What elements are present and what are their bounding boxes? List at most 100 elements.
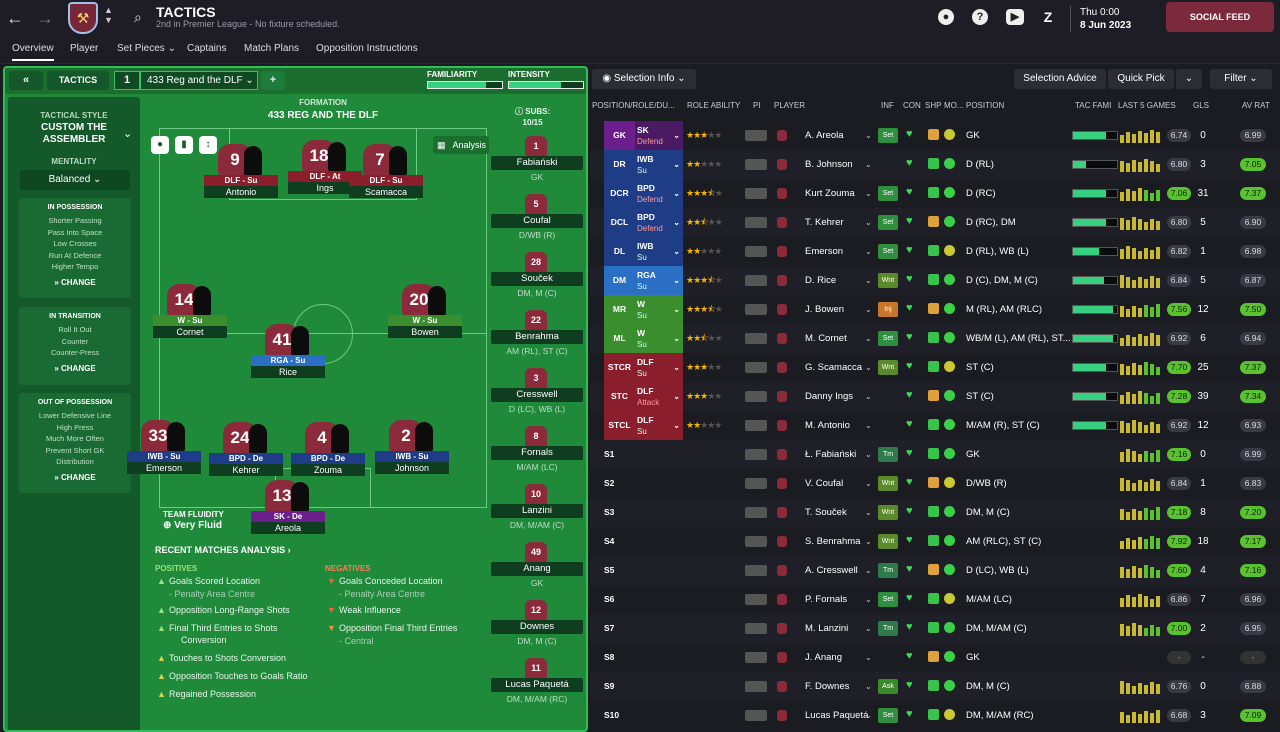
chevron-down-icon[interactable]: ⌄ <box>865 450 872 459</box>
game-date[interactable]: Thu 0:00 8 Jun 2023 <box>1070 6 1131 32</box>
player-role[interactable]: BPD - De <box>209 453 283 464</box>
player-name[interactable]: Bowen <box>388 326 462 338</box>
table-row[interactable]: STCR DLF Su ⌄ ★★★★★ G. Scamacca ⌄ Wnt ♥ ST (C) 7.7… <box>590 353 1280 382</box>
chevron-down-icon[interactable]: ⌄ <box>865 653 872 662</box>
football-icon[interactable]: ● <box>938 9 954 25</box>
chevron-down-icon[interactable]: ⌄ <box>865 479 872 488</box>
player-instructions-icon[interactable] <box>745 710 767 721</box>
tab-match-plans[interactable]: Match Plans <box>244 43 300 54</box>
col-av-rat[interactable]: AV RAT <box>1242 101 1270 110</box>
sub-name[interactable]: Fornals <box>491 446 583 460</box>
chevron-down-icon[interactable]: ⌄ <box>865 508 872 517</box>
player-instructions-icon[interactable] <box>745 565 767 576</box>
change-transition-button[interactable]: » CHANGE <box>54 363 96 373</box>
chevron-down-icon[interactable]: ⌄ <box>865 566 872 575</box>
tab-captains[interactable]: Captains <box>187 43 227 54</box>
sub-name[interactable]: Downes <box>491 620 583 634</box>
help-icon[interactable]: ? <box>972 9 988 25</box>
player-name[interactable]: P. Fornals <box>805 594 848 605</box>
player-instructions-icon[interactable] <box>745 652 767 663</box>
pitch-player[interactable]: 18 DLF - At Ings <box>288 140 362 200</box>
player-instructions-icon[interactable] <box>745 333 767 344</box>
player-name[interactable]: Johnson <box>375 462 449 474</box>
table-row[interactable]: DR IWB Su ⌄ ★★★★★ B. Johnson ⌄ ♥ D (RL) 6.80 3 7.05 <box>590 150 1280 179</box>
sub-name[interactable]: Benrahma <box>491 330 583 344</box>
club-crest[interactable]: ⚒ <box>68 2 98 34</box>
chevron-down-icon[interactable]: ⌄ <box>865 537 872 546</box>
chevron-down-icon[interactable]: ⌄ <box>865 334 872 343</box>
player-name[interactable]: A. Cresswell <box>805 565 858 576</box>
tab-player[interactable]: Player <box>70 43 99 54</box>
chevron-down-icon[interactable]: ⌄ <box>865 392 872 401</box>
col-con[interactable]: CON <box>903 101 921 110</box>
table-row[interactable]: S9 F. Downes ⌄ Ask ♥ DM, M (C) 6.76 0 6.88 <box>590 672 1280 701</box>
player-instructions-icon[interactable] <box>745 681 767 692</box>
pitch-player[interactable]: 4 BPD - De Zouma <box>291 422 365 482</box>
player-instructions-icon[interactable] <box>745 304 767 315</box>
player-role[interactable]: DLF - At <box>288 171 362 182</box>
player-name[interactable]: Cornet <box>153 326 227 338</box>
player-name[interactable]: J. Bowen <box>805 304 845 315</box>
fm-z-icon[interactable]: Z <box>1043 9 1053 25</box>
player-name[interactable]: Emerson <box>805 246 844 257</box>
player-name[interactable]: Kehrer <box>209 464 283 476</box>
chevron-down-icon[interactable]: ⌄ <box>865 218 872 227</box>
row-role[interactable]: IWB Su ⌄ <box>635 150 683 179</box>
chevron-down-icon[interactable]: ⌄ <box>865 247 872 256</box>
col-player[interactable]: PLAYER <box>774 101 805 110</box>
player-name[interactable]: Areola <box>251 522 325 534</box>
search-icon[interactable]: ⌕ <box>134 9 142 25</box>
chevron-down-icon[interactable]: ⌄ <box>865 189 872 198</box>
player-instructions-icon[interactable] <box>745 623 767 634</box>
col-tac-fami[interactable]: TAC FAMI <box>1075 101 1112 110</box>
selection-info-button[interactable]: ◉ Selection Info ⌄ <box>592 69 696 89</box>
tab-set-pieces[interactable]: Set Pieces ⌄ <box>117 43 176 54</box>
table-row[interactable]: DCR BPD Defend ⌄ ★★★⯪★ Kurt Zouma ⌄ Set ♥ D (RC) 7… <box>590 179 1280 208</box>
tactic-slot[interactable]: 1 <box>114 71 140 90</box>
col-inf[interactable]: INF <box>881 101 894 110</box>
row-role[interactable]: W Su ⌄ <box>635 295 683 324</box>
change-out-of-possession-button[interactable]: » CHANGE <box>54 472 96 482</box>
club-switch-arrows[interactable]: ▲ ▼ <box>104 5 113 25</box>
col-last-5-games[interactable]: LAST 5 GAMES <box>1118 101 1176 110</box>
player-name[interactable]: J. Anang <box>805 652 842 663</box>
chevron-down-icon[interactable]: ⌄ <box>865 421 872 430</box>
row-role[interactable]: DLF Su ⌄ <box>635 411 683 440</box>
sub-name[interactable]: Souček <box>491 272 583 286</box>
col-position[interactable]: POSITION <box>966 101 1005 110</box>
col-role-ability[interactable]: ROLE ABILITY <box>687 101 741 110</box>
table-row[interactable]: DM RGA Su ⌄ ★★★⯪★ D. Rice ⌄ Wnt ♥ D (C), DM, M (C… <box>590 266 1280 295</box>
player-view-icon[interactable]: ● <box>151 136 169 154</box>
back-arrow-icon[interactable]: ← <box>6 8 24 28</box>
player-instructions-icon[interactable] <box>745 478 767 489</box>
pitch-player[interactable]: 14 W - Su Cornet <box>153 284 227 344</box>
player-instructions-icon[interactable] <box>745 391 767 402</box>
analysis-button[interactable]: ▦ Analysis <box>433 136 489 154</box>
tab-opposition-instructions[interactable]: Opposition Instructions <box>316 43 418 54</box>
intensity-meter[interactable]: INTENSITY <box>508 70 584 89</box>
player-name[interactable]: S. Benrahma <box>805 536 861 547</box>
video-icon[interactable]: ▶ <box>1006 9 1024 25</box>
player-instructions-icon[interactable] <box>745 217 767 228</box>
pitch-player[interactable]: 2 IWB - Su Johnson <box>375 420 449 480</box>
table-row[interactable]: S8 J. Anang ⌄ ♥ GK - - - <box>590 643 1280 672</box>
pitch-player[interactable]: 33 IWB - Su Emerson <box>127 420 201 480</box>
player-name[interactable]: Ł. Fabiański <box>805 449 857 460</box>
pitch-player[interactable]: 13 SK - De Areola <box>251 480 325 540</box>
player-name[interactable]: M. Antonio <box>805 420 850 431</box>
player-name[interactable]: T. Kehrer <box>805 217 844 228</box>
player-name[interactable]: Zouma <box>291 464 365 476</box>
player-role[interactable]: IWB - Su <box>127 451 201 462</box>
table-row[interactable]: S10 Lucas Paquetá ⌄ Set ♥ DM, M/AM (RC) 6.68 3 7… <box>590 701 1280 730</box>
player-name[interactable]: A. Areola <box>805 130 844 141</box>
chevron-down-icon[interactable]: ▼ <box>104 15 113 25</box>
table-row[interactable]: STCL DLF Su ⌄ ★★★★★ M. Antonio ⌄ ♥ M/AM (R), ST … <box>590 411 1280 440</box>
row-role[interactable]: BPD Defend ⌄ <box>635 179 683 208</box>
pitch-player[interactable]: 24 BPD - De Kehrer <box>209 422 283 482</box>
pitch-player[interactable]: 7 DLF - Su Scamacca <box>349 144 423 204</box>
table-row[interactable]: S6 P. Fornals ⌄ Set ♥ M/AM (LC) 6.86 7 6.96 <box>590 585 1280 614</box>
formation-name[interactable]: 433 REG AND THE DLF <box>267 110 379 121</box>
row-role[interactable]: SK Defend ⌄ <box>635 121 683 150</box>
player-name[interactable]: D. Rice <box>805 275 837 286</box>
player-instructions-icon[interactable] <box>745 130 767 141</box>
